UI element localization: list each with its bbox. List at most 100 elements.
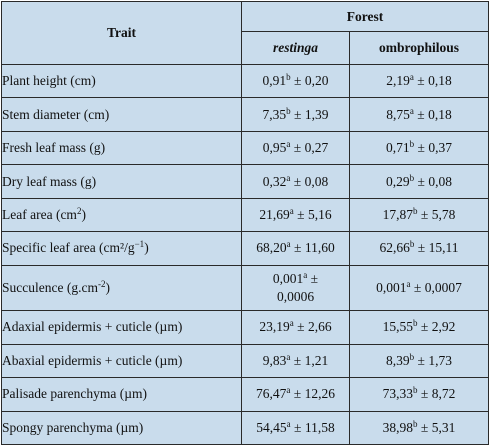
error-value: ± 1,39 xyxy=(290,106,329,122)
mean-value: 0,91 xyxy=(262,73,287,89)
restinga-value-cell: 0,001a ±0,0006 xyxy=(241,264,350,312)
error-value: ± 1,21 xyxy=(290,352,329,368)
error-value: ± 8,72 xyxy=(417,386,456,402)
trait-label: Stem diameter (cm) xyxy=(2,106,110,122)
trait-cell: Palisade parenchyma (µm) xyxy=(1,377,242,412)
error-value: ± 0,27 xyxy=(290,140,329,156)
trait-cell: Stem diameter (cm) xyxy=(1,97,242,132)
restinga-value-cell: 0,91b ± 0,20 xyxy=(241,63,350,99)
mean-value: 54,45 xyxy=(256,419,287,435)
significance-letter: a xyxy=(286,139,291,150)
trait-column-header: Trait xyxy=(1,1,242,65)
mean-value: 21,69 xyxy=(259,206,290,222)
ombrophilous-value-cell: 62,66b ± 15,11 xyxy=(349,231,489,266)
significance-letter: a xyxy=(289,318,294,329)
mean-value: 0,32 xyxy=(262,173,287,189)
trait-label-suffix: ) xyxy=(81,206,86,222)
significance-letter: b xyxy=(409,172,415,183)
ombrophilous-value-cell: 2,19a ± 0,18 xyxy=(349,63,489,99)
trait-cell: Adaxial epidermis + cuticle (µm) xyxy=(1,310,242,345)
trait-cell: Specific leaf area (cm²/g−1) xyxy=(1,231,242,266)
mean-value: 68,20 xyxy=(256,240,287,256)
table-row: Leaf area (cm2) 21,69a ± 5,16 17,87b ± 5,7… xyxy=(1,197,489,233)
trait-label-suffix: ) xyxy=(144,240,149,256)
table-row: Plant height (cm) 0,91b ± 0,20 2,19a ± 0,1… xyxy=(1,63,489,99)
table-row: Adaxial epidermis + cuticle (µm) 23,19a ±… xyxy=(1,310,489,345)
trait-label: Succulence (g.cm xyxy=(2,279,98,295)
error-value: ± 0,20 xyxy=(290,73,329,89)
trait-cell: Dry leaf mass (g) xyxy=(1,164,242,199)
error-value: ± 1,73 xyxy=(414,352,452,368)
error-value: ± 0,08 xyxy=(290,173,329,189)
mean-value: 8,75 xyxy=(386,106,410,122)
trait-label: Leaf area (cm xyxy=(2,206,77,222)
mean-value: 0,29 xyxy=(386,173,410,189)
significance-letter: a xyxy=(286,172,291,183)
mean-value: 38,98 xyxy=(382,419,414,435)
table-row: Fresh leaf mass (g) 0,95a ± 0,27 0,71b ± 0… xyxy=(1,130,489,166)
mean-value: 0,71 xyxy=(386,140,410,156)
significance-letter: b xyxy=(409,351,415,362)
trait-label: Plant height (cm) xyxy=(2,73,96,89)
trait-label: Specific leaf area (cm²/g xyxy=(2,240,135,256)
trait-cell: Succulence (g.cm-2) xyxy=(1,264,242,312)
restinga-value-cell: 0,32a ± 0,08 xyxy=(241,164,350,199)
significance-letter: a xyxy=(289,205,294,216)
mean-value: 9,83 xyxy=(262,352,287,368)
trait-label: Palisade parenchyma (µm) xyxy=(2,386,147,402)
error-value: ± 5,78 xyxy=(417,206,456,222)
ombrophilous-value-cell: 15,55b ± 2,92 xyxy=(349,310,489,345)
significance-letter: b xyxy=(409,139,415,150)
significance-letter: b xyxy=(413,418,418,429)
restinga-value-cell: 7,35b ± 1,39 xyxy=(241,97,350,132)
ombrophilous-value-cell: 0,29b ± 0,08 xyxy=(349,164,489,199)
restinga-value-cell: 54,45a ± 11,58 xyxy=(241,410,350,446)
error-value: ± 11,60 xyxy=(290,240,335,256)
trait-cell: Fresh leaf mass (g) xyxy=(1,130,242,166)
ombrophilous-value-cell: 17,87b ± 5,78 xyxy=(349,197,489,233)
trait-label: Spongy parenchyma (µm) xyxy=(2,419,144,435)
trait-label: Fresh leaf mass (g) xyxy=(2,140,106,156)
error-value: ± 5,16 xyxy=(293,206,332,222)
error-value: ± 0,18 xyxy=(413,106,452,122)
restinga-value-cell: 21,69a ± 5,16 xyxy=(241,197,350,233)
significance-letter: b xyxy=(413,205,418,216)
restinga-value-cell: 0,95a ± 0,27 xyxy=(241,130,350,166)
error-value: ± 15,11 xyxy=(414,240,459,256)
significance-letter: a xyxy=(409,105,414,116)
trait-label: Dry leaf mass (g) xyxy=(2,173,97,189)
significance-letter: b xyxy=(286,105,291,116)
error-value: ± 0,37 xyxy=(414,140,452,156)
trait-cell: Leaf area (cm2) xyxy=(1,197,242,233)
table-row: Specific leaf area (cm²/g−1) 68,20a ± 11,… xyxy=(1,231,489,266)
restinga-value-cell: 9,83a ± 1,21 xyxy=(241,343,350,379)
mean-value: 73,33 xyxy=(382,386,414,402)
significance-letter: a xyxy=(286,351,291,362)
forest-column-header: Forest xyxy=(241,1,489,32)
significance-letter: b xyxy=(286,72,291,83)
significance-letter: a xyxy=(406,278,411,289)
error-value: ± 0,18 xyxy=(413,73,452,89)
error-value: ± 2,66 xyxy=(293,319,332,335)
mean-value: 0,001 xyxy=(272,270,304,286)
mean-value: 0,95 xyxy=(262,140,287,156)
trait-cell: Plant height (cm) xyxy=(1,63,242,99)
trait-label-superscript: -2 xyxy=(97,278,106,289)
restinga-column-header: restinga xyxy=(241,31,350,65)
restinga-value-cell: 23,19a ± 2,66 xyxy=(241,310,350,345)
mean-value: 0,001 xyxy=(376,279,407,295)
trait-label-superscript: −1 xyxy=(134,239,145,250)
restinga-value-cell: 68,20a ± 11,60 xyxy=(241,231,350,266)
table-row: Palisade parenchyma (µm) 76,47a ± 12,26 73… xyxy=(1,377,489,412)
ombrophilous-value-cell: 0,71b ± 0,37 xyxy=(349,130,489,166)
trait-label-suffix: ) xyxy=(105,279,110,295)
significance-letter: b xyxy=(413,385,418,396)
table-row: Abaxial epidermis + cuticle (µm) 9,83a ± … xyxy=(1,343,489,379)
mean-value: 76,47 xyxy=(256,386,287,402)
significance-letter: a xyxy=(286,418,291,429)
error-value: ± xyxy=(307,270,319,286)
ombrophilous-column-header: ombrophilous xyxy=(349,31,489,65)
trait-label-superscript: 2 xyxy=(76,205,82,216)
restinga-value-cell: 76,47a ± 12,26 xyxy=(241,377,350,412)
